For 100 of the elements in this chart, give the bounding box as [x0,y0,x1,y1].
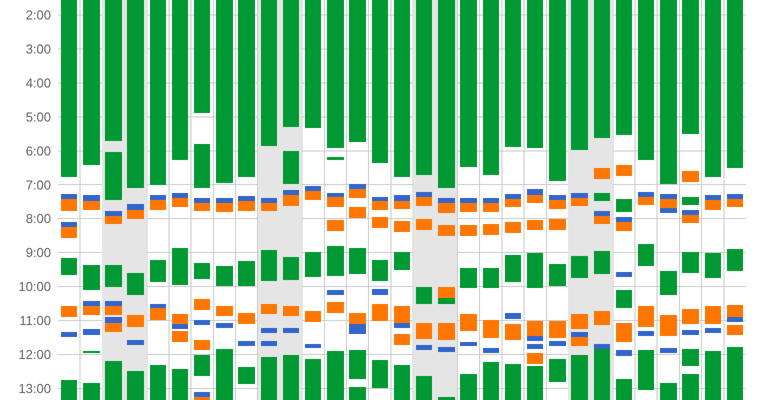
bar [394,365,410,400]
bar [660,194,677,199]
bar [394,221,410,232]
bar [549,0,566,181]
bar [61,199,77,211]
bar [194,299,210,310]
bar [438,298,455,304]
bar [571,314,588,329]
bar [571,355,588,400]
bar [261,357,277,400]
bar [105,216,122,224]
bar [460,0,477,167]
bar [549,195,566,200]
bar [349,189,366,198]
bar [372,197,388,201]
bar [505,313,521,319]
bar [172,369,188,400]
bar [150,260,166,282]
bar [705,306,721,324]
bar [305,344,321,348]
bar [682,215,699,223]
bar [238,313,255,324]
bar [460,342,477,346]
bar [349,313,366,324]
bar [172,193,188,198]
bar [594,349,610,400]
bar [460,314,477,331]
bar [505,255,521,282]
bar [394,0,410,177]
bar [83,301,100,306]
bar [594,311,610,325]
bar [327,0,344,148]
bar [594,344,610,349]
bar [705,200,721,210]
bar [261,250,277,281]
bar [705,0,721,177]
bar [438,323,455,340]
bar [349,184,366,189]
bar [61,222,77,227]
bar [727,317,743,322]
bar [727,199,743,207]
bar [216,203,233,212]
bar [305,186,321,191]
bar [660,208,677,213]
bar [261,198,277,203]
bar [283,151,299,184]
bar [705,253,721,278]
bar [283,355,299,400]
bar [483,362,499,400]
bar [105,211,122,216]
bar [483,268,499,288]
bar [172,314,188,324]
bar [705,351,721,400]
bar [127,315,144,327]
bar [483,0,499,175]
bar [394,323,410,328]
bar [660,271,677,295]
bar [460,268,477,288]
bar [394,195,410,201]
y-tick-label: 13:00 [18,381,51,396]
bar [682,171,699,182]
bar [327,197,344,207]
bar [549,219,566,230]
bar [527,253,543,288]
bar [194,198,210,203]
bar [394,201,410,209]
bar [483,320,499,338]
bar [261,341,277,346]
bar [216,0,233,183]
bar [682,0,699,134]
bar [238,261,255,286]
bar [372,201,388,210]
bar [83,383,100,400]
bar [594,193,610,201]
bar [638,350,654,390]
bar [682,197,699,205]
bar [372,360,388,388]
bar [127,273,144,295]
bar [261,304,277,314]
bar [505,194,521,199]
bar [527,0,543,148]
bar [349,324,366,334]
y-tick-label: 2:00 [26,7,51,22]
bar [549,341,566,346]
bar [327,193,344,197]
bar [150,308,166,320]
bar [527,344,543,349]
bar [616,323,632,342]
bar [172,331,188,342]
bar [594,0,610,138]
bar [505,222,521,233]
bar [127,204,144,210]
bar [727,325,743,335]
bar [150,195,166,200]
bar [527,195,543,203]
bar [438,347,455,352]
bar [61,332,77,337]
bar [327,220,344,231]
bar [616,217,632,222]
bar [549,200,566,209]
